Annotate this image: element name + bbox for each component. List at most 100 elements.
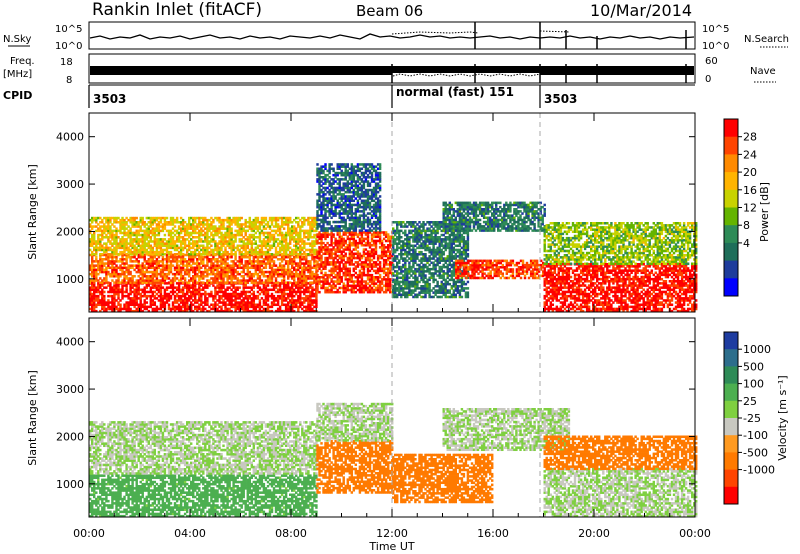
data-cell	[113, 217, 115, 220]
data-cell	[285, 260, 287, 263]
data-cell	[113, 267, 115, 270]
data-cell	[103, 230, 105, 233]
data-cell	[355, 242, 357, 245]
radar-summary-plot: Rankin Inlet (fitACF) Beam 06 10/Mar/201…	[0, 0, 800, 554]
data-cell	[164, 249, 166, 252]
data-cell	[164, 304, 166, 307]
data-cell	[385, 280, 387, 283]
freq-tick-high: 18	[60, 57, 73, 68]
data-cell	[334, 291, 336, 294]
data-cell	[320, 255, 322, 258]
data-cell	[295, 284, 297, 287]
data-cell	[194, 284, 196, 287]
data-cell	[375, 276, 377, 279]
data-cell	[103, 262, 105, 265]
data-cell	[224, 219, 226, 222]
data-cell	[285, 223, 287, 226]
data-cell	[136, 217, 138, 220]
data-cell	[375, 261, 377, 264]
data-cell	[305, 267, 307, 270]
data-cell	[245, 223, 247, 226]
data-cell	[144, 291, 146, 294]
data-cell	[103, 251, 105, 254]
data-cell	[285, 271, 287, 274]
data-cell	[222, 277, 224, 280]
data-cell	[365, 257, 367, 260]
data-cell	[305, 242, 307, 245]
data-cell	[351, 163, 353, 166]
data-cell	[365, 253, 367, 256]
data-cell	[365, 238, 367, 241]
data-cell	[154, 236, 156, 239]
data-cell	[144, 286, 146, 289]
data-cell	[224, 297, 226, 300]
data-cell	[212, 236, 214, 239]
data-cell	[324, 261, 326, 264]
data-cell	[113, 236, 115, 239]
data-cell	[214, 286, 216, 289]
data-cell	[385, 250, 387, 253]
data-cell	[365, 242, 367, 245]
noise-tick-left-low: 10^0	[55, 41, 82, 52]
data-cell	[214, 230, 216, 233]
data-cell	[334, 261, 336, 264]
data-cell	[204, 232, 206, 235]
data-cell	[123, 295, 125, 298]
data-cell	[194, 249, 196, 252]
data-cell	[123, 271, 125, 274]
data-cell	[133, 238, 135, 241]
data-cell	[154, 291, 156, 294]
data-cell	[105, 242, 107, 245]
data-cell	[123, 251, 125, 254]
data-cell	[365, 287, 367, 290]
data-cell	[295, 227, 297, 230]
data-cell	[93, 297, 95, 300]
data-cell	[154, 262, 156, 265]
data-cell	[144, 236, 146, 239]
data-cell	[144, 221, 146, 224]
data-cell	[204, 291, 206, 294]
data-cell	[355, 240, 357, 243]
freq-unit: [MHz]	[3, 69, 32, 80]
data-cell	[174, 273, 176, 276]
data-cell	[202, 277, 204, 280]
data-cell	[184, 264, 186, 267]
data-cell	[214, 240, 216, 243]
data-cell	[245, 304, 247, 307]
data-cell	[255, 256, 257, 259]
data-cell	[295, 281, 297, 284]
data-cell	[224, 247, 226, 250]
data-cell	[204, 227, 206, 230]
data-cell	[93, 225, 95, 228]
data-cell	[222, 284, 224, 287]
data-cell	[345, 165, 347, 168]
data-cell	[305, 291, 307, 294]
data-cell	[154, 279, 156, 282]
data-cell	[355, 225, 357, 228]
data-cell	[103, 269, 105, 272]
data-cell	[324, 278, 326, 281]
data-cell	[164, 253, 166, 256]
data-cell	[174, 242, 176, 245]
data-cell	[385, 268, 387, 271]
data-cell	[164, 234, 166, 237]
data-cell	[334, 212, 336, 215]
data-cell	[210, 291, 212, 294]
data-cell	[184, 225, 186, 228]
data-cell	[303, 223, 305, 226]
data-cell	[214, 297, 216, 300]
data-cell	[95, 256, 97, 259]
data-cell	[174, 256, 176, 259]
data-cell	[133, 275, 135, 278]
data-cell	[214, 242, 216, 245]
data-cell	[154, 256, 156, 259]
data-cell	[93, 217, 95, 220]
data-cell	[113, 251, 115, 254]
data-cell	[174, 230, 176, 233]
data-cell	[277, 281, 279, 284]
data-cell	[345, 253, 347, 256]
data-cell	[214, 225, 216, 228]
data-cell	[385, 246, 387, 249]
data-cell	[176, 217, 178, 220]
data-cell	[387, 274, 389, 277]
